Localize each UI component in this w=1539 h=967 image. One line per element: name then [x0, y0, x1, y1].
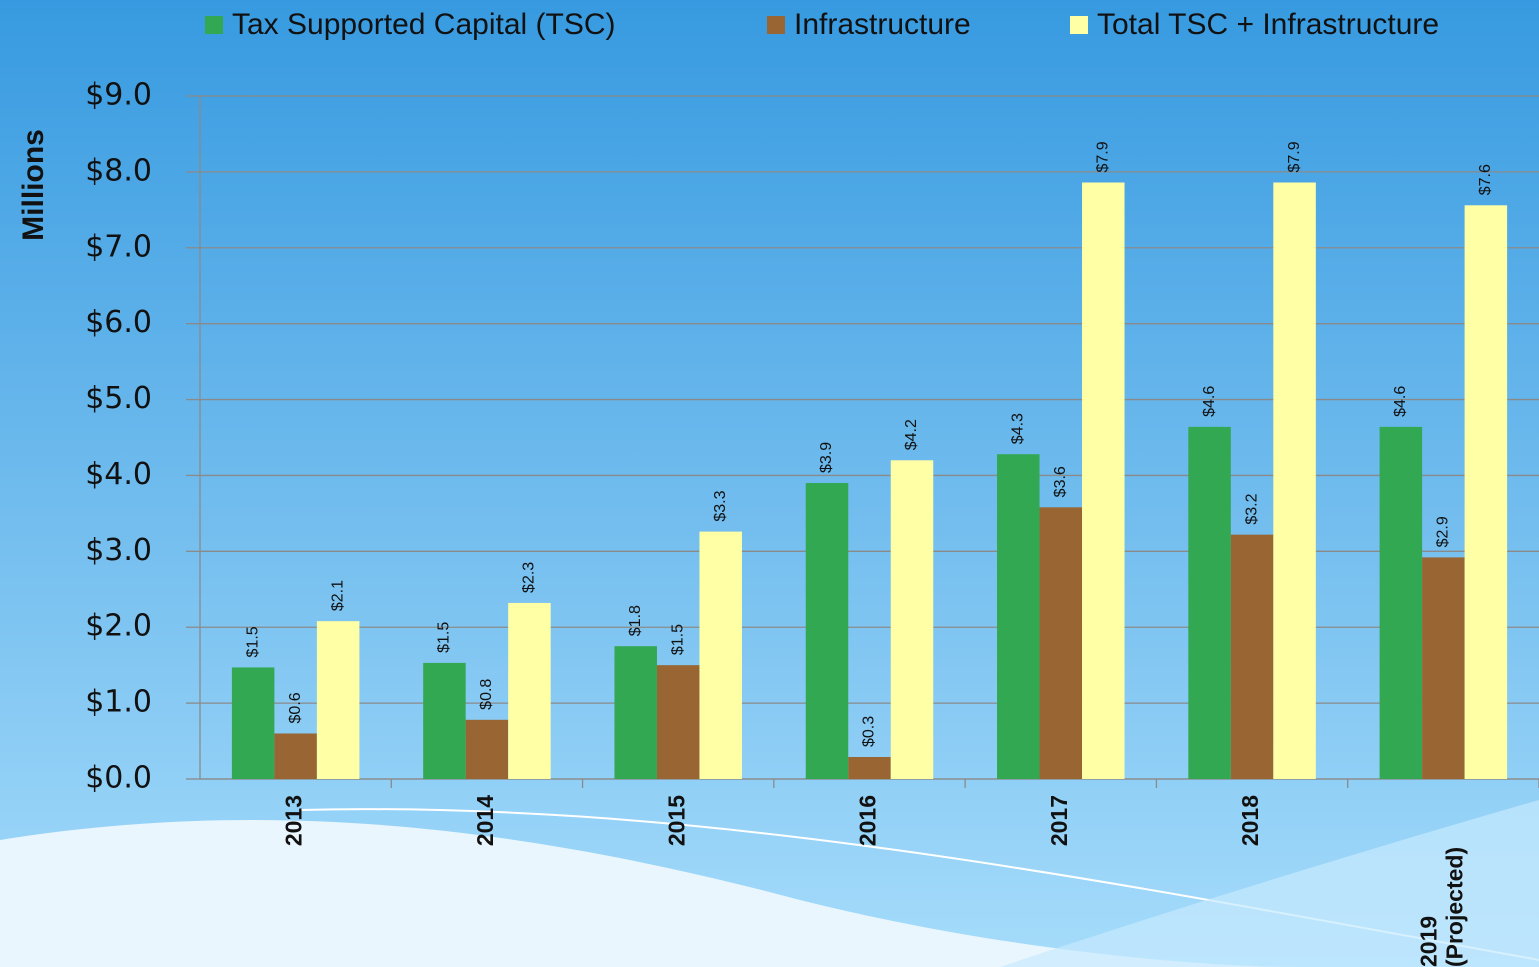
data-label: $2.9 — [1435, 516, 1452, 547]
legend-label: Total TSC + Infrastructure — [1097, 8, 1439, 41]
bar — [614, 646, 657, 779]
y-tick-label: $2.0 — [85, 609, 152, 644]
bar — [699, 532, 742, 779]
data-label: $0.6 — [287, 692, 304, 723]
chart: Millions Tax Supported Capital (TSC) Infr… — [0, 0, 1539, 967]
bar — [997, 454, 1039, 779]
data-label: $4.2 — [903, 419, 920, 450]
legend-swatch — [1070, 16, 1088, 34]
data-label: $7.9 — [1286, 141, 1303, 172]
y-tick-label: $3.0 — [85, 533, 152, 568]
bar — [848, 757, 891, 779]
bar — [806, 483, 849, 779]
data-label: $3.3 — [712, 490, 729, 521]
bar — [423, 663, 466, 779]
bar — [1422, 557, 1465, 779]
bar — [891, 460, 934, 779]
bar — [317, 621, 360, 779]
bar — [1273, 183, 1316, 779]
data-label: $4.6 — [1392, 386, 1409, 417]
y-tick-label: $1.0 — [85, 685, 152, 720]
y-tick-label: $5.0 — [85, 381, 152, 416]
x-tick-label: 2014 — [472, 795, 498, 846]
bar — [466, 720, 509, 779]
bar — [1082, 183, 1125, 779]
bar — [1231, 535, 1274, 779]
bar — [1465, 205, 1508, 779]
data-label: $0.3 — [861, 716, 878, 747]
data-label: $1.5 — [436, 622, 453, 653]
data-label: $2.3 — [521, 562, 538, 593]
legend-swatch — [767, 16, 785, 34]
page: Millions Tax Supported Capital (TSC) Infr… — [0, 0, 1539, 967]
bar — [1380, 427, 1423, 779]
data-label: $3.2 — [1243, 493, 1260, 524]
legend-label: Tax Supported Capital (TSC) — [232, 8, 616, 41]
y-axis-label: Millions — [17, 129, 50, 241]
legend-label: Infrastructure — [794, 8, 971, 41]
x-tick-label: 2013 — [281, 795, 307, 846]
data-label: $4.6 — [1201, 386, 1218, 417]
legend: Tax Supported Capital (TSC) Infrastructur… — [205, 8, 1439, 41]
bar — [1188, 427, 1231, 779]
x-tick-label: 2018 — [1237, 795, 1263, 846]
x-tick-label: 2017 — [1046, 795, 1072, 846]
data-label: $1.5 — [244, 626, 261, 657]
bar — [274, 733, 317, 779]
data-label: $4.3 — [1010, 413, 1027, 444]
bar — [657, 665, 700, 779]
y-tick-label: $9.0 — [85, 78, 152, 113]
data-label: $7.9 — [1095, 141, 1112, 172]
x-tick-label: 2015 — [663, 795, 689, 846]
data-label: $1.5 — [669, 624, 686, 655]
data-label: $0.8 — [478, 679, 495, 710]
data-label: $3.9 — [818, 442, 835, 473]
y-tick-label: $4.0 — [85, 457, 152, 492]
data-label: $7.6 — [1477, 164, 1494, 195]
legend-swatch — [205, 16, 223, 34]
y-tick-label: $6.0 — [85, 305, 152, 340]
data-label: $2.1 — [329, 580, 346, 611]
bar — [508, 603, 551, 779]
x-tick-label: 2016 — [855, 795, 881, 846]
data-label: $1.8 — [627, 605, 644, 636]
y-tick-label: $7.0 — [85, 229, 152, 264]
data-label: $3.6 — [1052, 466, 1069, 497]
y-tick-label: $8.0 — [85, 153, 152, 188]
bar — [232, 667, 275, 779]
y-tick-label: $0.0 — [85, 761, 152, 796]
bar — [1040, 507, 1083, 779]
